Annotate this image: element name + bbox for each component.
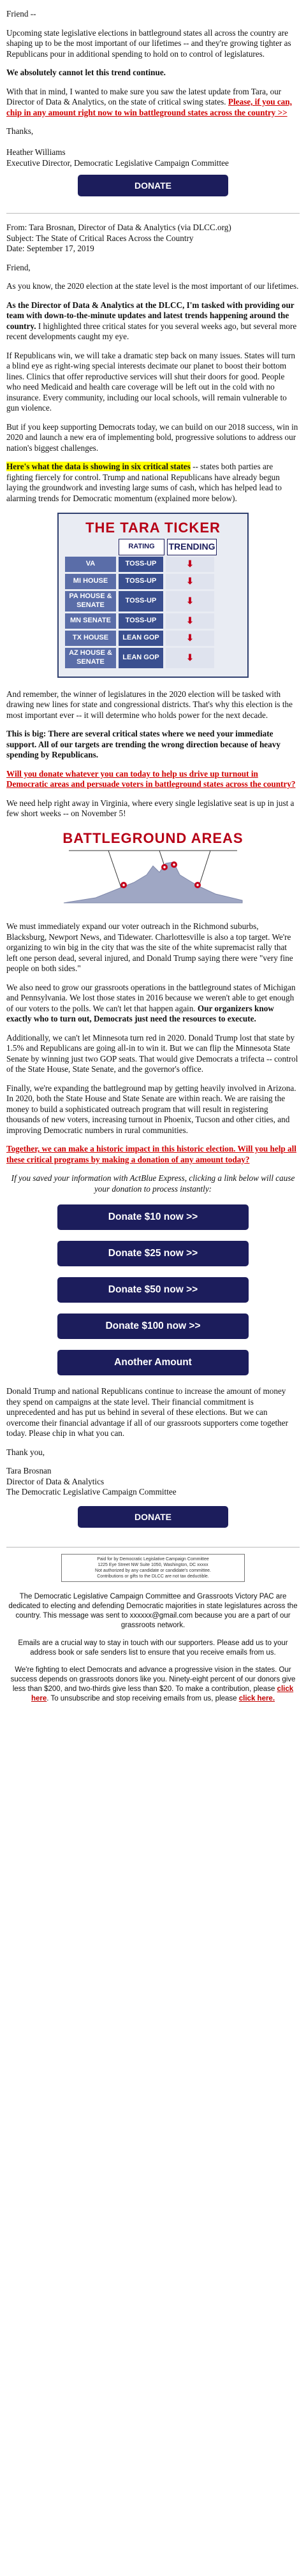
body-paragraph-9: Together, we can make a historic impact …: [6, 1144, 300, 1165]
body-paragraph-11: Donald Trump and national Republicans co…: [6, 1386, 288, 1438]
divider: [6, 1546, 300, 1548]
body-paragraph-1: And remember, the winner of legislatures…: [6, 689, 293, 720]
signer-name: Heather Williams: [6, 147, 66, 157]
date-line: Date: September 17, 2019: [6, 244, 94, 253]
tara-ticker-graphic: THE TARA TICKER RATING TRENDING VA TOSS-…: [57, 513, 249, 678]
ticker-row: MN SENATE TOSS-UP ⬇: [65, 613, 241, 629]
ticker-row: MI HOUSE TOSS-UP ⬇: [65, 573, 241, 589]
ticker-rating: TOSS-UP: [119, 590, 163, 611]
forwarded-header: From: Tara Brosnan, Director of Data & A…: [6, 223, 300, 254]
forward-greeting: Friend,: [6, 262, 31, 272]
ticker-row: PA HOUSE & SENATE TOSS-UP ⬇: [65, 590, 241, 611]
down-arrow-icon: ⬇: [166, 556, 214, 572]
map-pin-icon: [194, 881, 201, 888]
ticker-rating: LEAN GOP: [119, 647, 163, 668]
footer-paragraph-2: Emails are a crucial way to stay in touc…: [18, 1639, 288, 1657]
ticker-title: THE TARA TICKER: [85, 520, 221, 536]
body-paragraph-7: Additionally, we can't let Minnesota tur…: [6, 1032, 298, 1074]
sig-name: Tara Brosnan: [6, 1466, 52, 1475]
battleground-title: BATTLEGROUND AREAS: [62, 830, 243, 846]
ticker-col-rating: RATING: [119, 538, 164, 555]
chip-in-link[interactable]: Please, if you can, chip in any amount r…: [6, 97, 292, 117]
battleground-areas-graphic: BATTLEGROUND AREAS: [57, 827, 249, 911]
divider: [6, 213, 300, 214]
ticker-row: TX HOUSE LEAN GOP ⬇: [65, 630, 241, 646]
signoff-block: Thanks, Heather Williams Executive Direc…: [6, 126, 229, 168]
map-pin-icon: [120, 881, 127, 888]
forward-paragraph-2: As the Director of Data & Analytics at t…: [6, 300, 297, 342]
forward-paragraph-1: As you know, the 2020 election at the st…: [6, 281, 299, 291]
subject-line: Subject: The State of Critical Races Acr…: [6, 233, 194, 243]
ticker-rating: TOSS-UP: [119, 613, 163, 629]
greeting: Friend --: [6, 9, 36, 18]
down-arrow-icon: ⬇: [166, 613, 214, 629]
donate-10-button[interactable]: Donate $10 now >>: [57, 1204, 249, 1230]
donate-turnout-link[interactable]: Will you donate whatever you can today t…: [6, 768, 296, 789]
forward-paragraph-5: Here's what the data is showing in six c…: [6, 462, 282, 503]
contribute-link[interactable]: click here: [31, 1685, 294, 1703]
actblue-instructions: If you saved your information with ActBl…: [11, 1173, 295, 1194]
ticker-row: AZ HOUSE & SENATE LEAN GOP ⬇: [65, 647, 241, 668]
body-paragraph-5: We must immediately expand our voter out…: [6, 921, 293, 973]
signer-title: Executive Director, Democratic Legislati…: [6, 157, 229, 168]
footer-paragraph-3: We're fighting to elect Democrats and ad…: [10, 1665, 296, 1703]
unsubscribe-link[interactable]: click here.: [238, 1695, 275, 1703]
intro-update-paragraph: With that in mind, I wanted to make sure…: [6, 86, 292, 117]
from-line: From: Tara Brosnan, Director of Data & A…: [6, 223, 231, 232]
intro-emphasis: We absolutely cannot let this trend cont…: [6, 68, 166, 77]
closing-signature: Tara Brosnan Director of Data & Analytic…: [6, 1466, 300, 1498]
body-paragraph-6: We also need to grow our grassroots oper…: [6, 982, 296, 1024]
another-amount-button[interactable]: Another Amount: [57, 1350, 249, 1375]
ticker-state: PA HOUSE & SENATE: [65, 590, 116, 611]
ticker-state: TX HOUSE: [65, 630, 116, 646]
ticker-rating: TOSS-UP: [119, 573, 163, 589]
body-paragraph-8: Finally, we're expanding the battlegroun…: [6, 1083, 296, 1135]
paid-for-disclaimer: Paid for by Democratic Legislative Campa…: [61, 1553, 245, 1582]
donate-50-button[interactable]: Donate $50 now >>: [57, 1277, 249, 1303]
donate-button-top[interactable]: DONATE: [78, 175, 228, 196]
ticker-state: VA: [65, 556, 116, 572]
sig-org: The Democratic Legislative Campaign Comm…: [6, 1487, 177, 1497]
ticker-rating: LEAN GOP: [119, 630, 163, 646]
email-footer: The Democratic Legislative Campaign Comm…: [6, 1592, 300, 1704]
ticker-header-row: RATING TRENDING: [65, 538, 241, 555]
down-arrow-icon: ⬇: [166, 573, 214, 589]
battleground-map-svg: BATTLEGROUND AREAS: [57, 827, 249, 907]
closing-thanks: Thank you,: [6, 1447, 45, 1457]
forward-paragraph-3: If Republicans win, we will take a drama…: [6, 350, 296, 413]
forward-paragraph-4: But if you keep supporting Democrats tod…: [6, 421, 298, 453]
sig-title: Director of Data & Analytics: [6, 1476, 105, 1486]
body-paragraph-2: This is big: There are several critical …: [6, 729, 280, 759]
body-paragraph-3: Will you donate whatever you can today t…: [6, 769, 300, 790]
donate-button-bottom[interactable]: DONATE: [78, 1505, 228, 1528]
ticker-state: MN SENATE: [65, 613, 116, 629]
ticker-col-trending: TRENDING: [167, 538, 217, 555]
map-pin-icon: [161, 863, 168, 870]
footer-paragraph-1: The Democratic Legislative Campaign Comm…: [8, 1592, 298, 1630]
historic-impact-link[interactable]: Together, we can make a historic impact …: [6, 1144, 296, 1164]
body-paragraph-4: We need help right away in Virginia, whe…: [6, 798, 295, 819]
donate-25-button[interactable]: Donate $25 now >>: [57, 1241, 249, 1266]
down-arrow-icon: ⬇: [166, 630, 214, 646]
map-pin-icon: [171, 861, 177, 868]
down-arrow-icon: ⬇: [166, 647, 214, 668]
ticker-state: MI HOUSE: [65, 573, 116, 589]
ticker-rating: TOSS-UP: [119, 556, 163, 572]
ticker-state: AZ HOUSE & SENATE: [65, 647, 116, 668]
down-arrow-icon: ⬇: [166, 590, 214, 611]
donate-100-button[interactable]: Donate $100 now >>: [57, 1314, 249, 1339]
intro-paragraph: Upcoming state legislative elections in …: [6, 27, 291, 59]
ticker-row: VA TOSS-UP ⬇: [65, 556, 241, 572]
